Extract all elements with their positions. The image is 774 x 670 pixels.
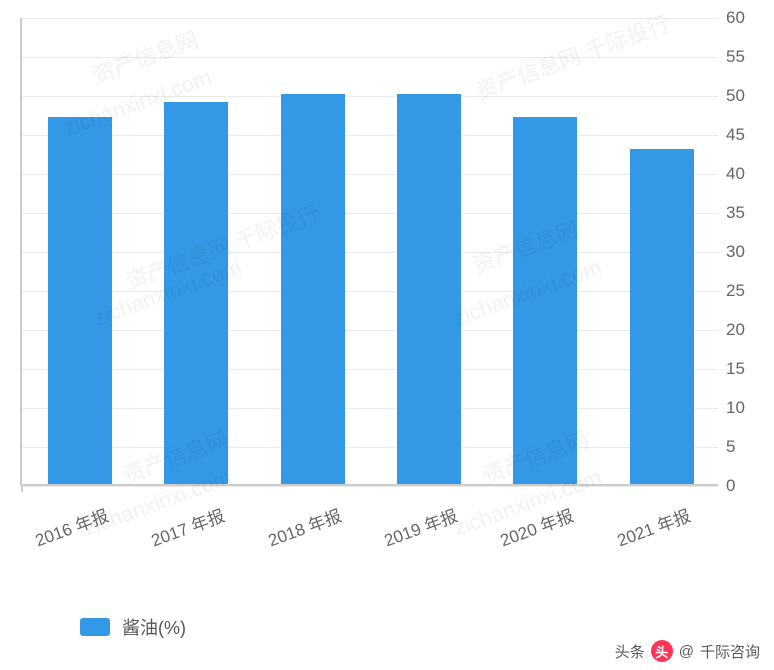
legend-label: 酱油(%) — [122, 614, 186, 640]
bar — [48, 117, 112, 484]
y-tick-label: 15 — [726, 359, 766, 379]
y-tick-label: 45 — [726, 125, 766, 145]
attribution-name: 千际咨询 — [700, 641, 760, 662]
attribution-at: @ — [679, 643, 694, 660]
bar — [164, 102, 228, 484]
gridline — [22, 447, 718, 448]
plot-area: 051015202530354045505560 — [20, 18, 718, 486]
attribution-prefix: 头条 — [615, 641, 645, 662]
y-tick-label: 40 — [726, 164, 766, 184]
bar — [513, 117, 577, 484]
attribution-icon: 头 — [651, 640, 673, 662]
gridline — [22, 135, 718, 136]
chart-container: 051015202530354045505560 酱油(%) 头条 头 @ 千际… — [0, 0, 774, 670]
gridline — [22, 18, 718, 19]
x-tick-label: 2016 年报 — [31, 502, 111, 552]
gridline — [22, 213, 718, 214]
x-tick-label: 2019 年报 — [380, 502, 460, 552]
y-tick-label: 60 — [726, 8, 766, 28]
y-tick-label: 20 — [726, 320, 766, 340]
y-tick-label: 5 — [726, 437, 766, 457]
y-tick-label: 35 — [726, 203, 766, 223]
gridline — [22, 252, 718, 253]
y-tick-label: 50 — [726, 86, 766, 106]
legend-swatch — [80, 618, 110, 636]
y-tick-label: 55 — [726, 47, 766, 67]
gridline — [22, 291, 718, 292]
gridline — [22, 330, 718, 331]
y-tick-label: 25 — [726, 281, 766, 301]
gridline — [22, 174, 718, 175]
attribution: 头条 头 @ 千际咨询 — [615, 640, 760, 662]
x-tick-label: 2020 年报 — [496, 502, 576, 552]
x-tick-label: 2021 年报 — [613, 502, 693, 552]
y-tick-label: 10 — [726, 398, 766, 418]
gridline — [22, 408, 718, 409]
gridline — [22, 96, 718, 97]
gridline — [22, 486, 718, 487]
x-tick-label: 2018 年报 — [264, 502, 344, 552]
bar — [630, 149, 694, 484]
y-tick-label: 0 — [726, 476, 766, 496]
gridline — [22, 57, 718, 58]
x-tick-label: 2017 年报 — [147, 502, 227, 552]
bar — [397, 94, 461, 484]
bar — [281, 94, 345, 484]
legend: 酱油(%) — [80, 614, 186, 640]
x-axis-tick — [21, 484, 23, 492]
y-tick-label: 30 — [726, 242, 766, 262]
gridline — [22, 369, 718, 370]
